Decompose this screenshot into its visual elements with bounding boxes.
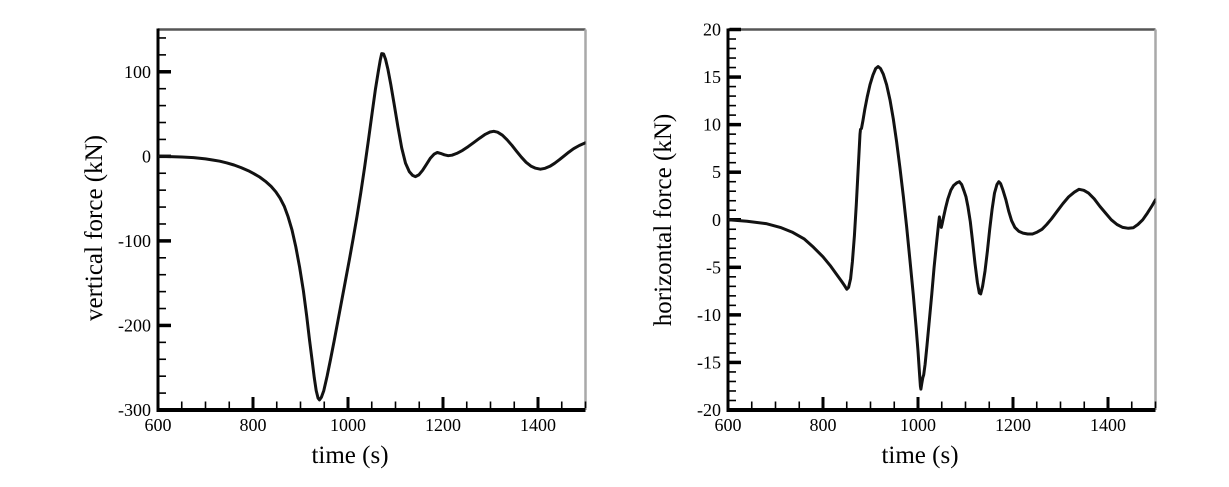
horizontal-force-plot: 600 800 1000 1200 1400 -20 -15 -10 -5 0 5 10 15 20: [697, 20, 1157, 435]
y-tick-label: 5: [712, 162, 721, 182]
x-axis-title: time (s): [881, 442, 959, 469]
x-tick-label: 800: [240, 415, 267, 435]
y-tick-label: -300: [118, 400, 151, 420]
x-tick-label: 1200: [995, 415, 1031, 435]
force-curve: [158, 52, 586, 402]
x-tick-label: 600: [715, 415, 742, 435]
y-tick-label: 10: [703, 115, 721, 135]
y-tick-label: 15: [703, 67, 721, 87]
y-tick-label: 0: [142, 146, 151, 166]
y-tick-label: -20: [697, 400, 721, 420]
x-tick-label: 1400: [520, 415, 556, 435]
y-axis-title: vertical force (kN): [81, 135, 108, 321]
x-tick-label: 1000: [900, 415, 936, 435]
y-tick-label: -5: [706, 257, 721, 277]
y-tick-label: 0: [712, 210, 721, 230]
vertical-force-plot: 600 800 1000 1200 1400 -300 -200 -100 0 100: [118, 28, 587, 435]
y-tick-label: -100: [118, 231, 151, 251]
x-tick-label: 1000: [330, 415, 366, 435]
horizontal-force-chart: 600 800 1000 1200 1400 -20 -15 -10 -5 0 5 10 15 20 ho…: [614, 0, 1229, 487]
x-axis-title: time (s): [311, 442, 389, 469]
x-tick-label: 800: [810, 415, 837, 435]
y-tick-label: -15: [697, 352, 721, 372]
x-tick-label: 1400: [1090, 415, 1126, 435]
y-tick-label: -10: [697, 305, 721, 325]
y-tick-label: -200: [118, 315, 151, 335]
x-tick-label: 1200: [425, 415, 461, 435]
vertical-force-chart: 600 800 1000 1200 1400 -300 -200 -100 0 100 verti…: [0, 0, 614, 487]
force-curve: [728, 65, 1156, 391]
x-tick-label: 600: [145, 415, 172, 435]
y-axis-title: horizontal force (kN): [650, 113, 677, 327]
y-tick-label: 100: [124, 62, 151, 82]
y-tick-label: 20: [703, 20, 721, 40]
